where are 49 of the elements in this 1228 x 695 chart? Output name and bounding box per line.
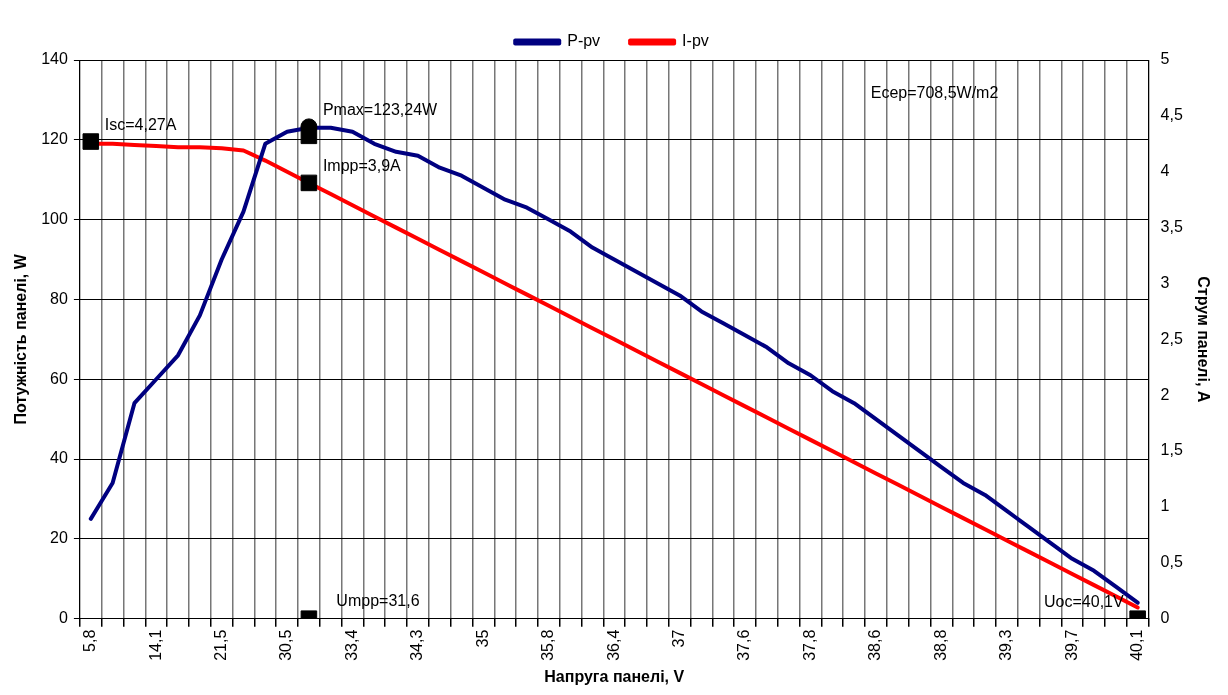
y2-tick-label: 2,5	[1160, 329, 1183, 347]
y2-tick-label: 0,5	[1160, 553, 1183, 571]
point	[300, 174, 318, 192]
y-tick-label: 80	[50, 289, 68, 307]
x-tick-label: 36,4	[604, 629, 622, 661]
x-tick-label: 21,5	[212, 629, 230, 661]
x-tick-label: 35	[473, 629, 491, 648]
x-tick-label: 38,8	[931, 629, 949, 661]
x-tick-label: 5,8	[81, 629, 99, 652]
data-label: Impp=3,9A	[322, 157, 402, 175]
x-axis-title: Напруга панелі, V	[544, 667, 685, 685]
y-tick-label: 40	[50, 449, 68, 467]
x-tick-label: 37	[670, 629, 688, 648]
annotation: Uoc=40,1V	[1044, 593, 1124, 611]
x-tick-label: 38,6	[866, 629, 884, 661]
y2-axis-title: Струм панелі, A	[1194, 276, 1212, 403]
x-tick-label: 39,3	[997, 629, 1015, 661]
x-tick-label: 35,8	[539, 629, 557, 661]
x-tick-label: 14,1	[146, 629, 164, 661]
y-tick-label: 140	[41, 50, 68, 68]
x-tick-label: 30,5	[277, 629, 295, 661]
y-tick-label: 0	[58, 609, 68, 627]
annotation: Ecep=708,5W/m2	[870, 83, 999, 101]
y2-tick-label: 4	[1160, 162, 1170, 180]
annotation: Umpp=31,6	[336, 592, 420, 610]
y2-tick-label: 3	[1160, 273, 1170, 291]
legend-label: I-pv	[682, 32, 709, 50]
y2-tick-label: 0	[1160, 609, 1170, 627]
y2-tick-label: 4,5	[1160, 106, 1183, 124]
x-tick-label: 37,6	[735, 629, 753, 661]
y-axis-title: Потужність панелі, W	[12, 253, 30, 425]
y-tick-label: 20	[50, 529, 68, 547]
y2-tick-label: 5	[1160, 50, 1170, 68]
y-tick-label: 100	[41, 210, 68, 228]
data-label: Isc=4,27A	[104, 115, 177, 133]
data-label: Pmax=123,24W	[322, 101, 439, 119]
x-tick-label: 39,7	[1062, 629, 1080, 661]
x-tick-label: 34,3	[408, 629, 426, 661]
y2-tick-label: 2	[1160, 385, 1170, 403]
x-tick-label: 37,8	[800, 629, 818, 661]
point	[82, 133, 100, 150]
y2-tick-label: 1	[1160, 497, 1170, 515]
x-tick-label: 33,4	[342, 629, 360, 661]
y2-tick-label: 1,5	[1160, 441, 1183, 459]
y-tick-label: 120	[41, 130, 68, 148]
y2-tick-label: 3,5	[1160, 218, 1183, 235]
legend-label: P-pv	[567, 32, 601, 50]
x-tick-label: 40,1	[1128, 629, 1146, 661]
y-tick-label: 60	[50, 369, 68, 387]
